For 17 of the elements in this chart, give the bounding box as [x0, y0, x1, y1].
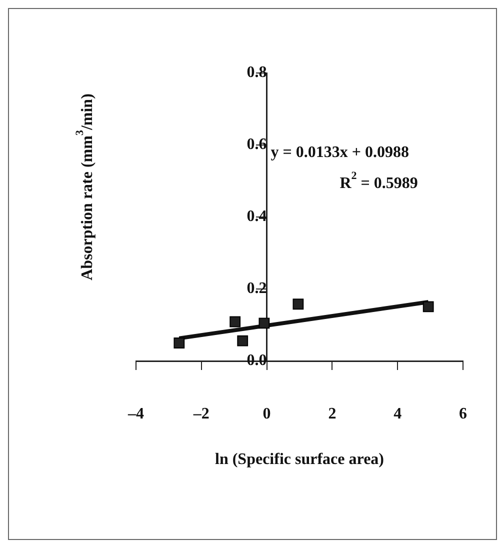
x-tick-label: –4: [127, 406, 144, 423]
x-axis-title: ln (Specific surface area): [215, 451, 384, 468]
x-tick-label: 4: [394, 406, 402, 423]
point: [237, 335, 248, 346]
point: [422, 301, 434, 312]
point: [230, 316, 241, 328]
annotation: y = 0.0133x + 0.0988: [270, 144, 410, 162]
x-tick-label: 6: [459, 406, 467, 423]
y-axis-title: Absorption rate (mm3/min): [74, 94, 96, 280]
y-tick-label: 0.8: [246, 64, 267, 82]
point: [292, 298, 304, 310]
point: [258, 318, 270, 329]
x-tick-label: 0: [262, 406, 271, 423]
x-tick-label: –2: [192, 406, 210, 423]
y-tick-label: 0.2: [246, 280, 267, 298]
x-tick-label: 2: [328, 406, 336, 423]
point: [174, 338, 185, 348]
